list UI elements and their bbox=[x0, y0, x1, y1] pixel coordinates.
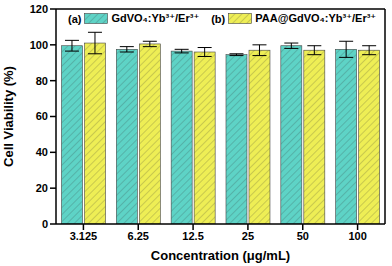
svg-text:Cell Viability (%): Cell Viability (%) bbox=[8, 66, 16, 167]
svg-text:25: 25 bbox=[242, 230, 254, 242]
svg-text:120: 120 bbox=[30, 3, 48, 15]
svg-text:60: 60 bbox=[36, 110, 48, 122]
html-text:PAA@GdVO₄:Yb³⁺/Er³⁺: PAA@GdVO₄:Yb³⁺/Er³⁺ bbox=[255, 12, 377, 24]
svg-text:6.25: 6.25 bbox=[128, 230, 149, 242]
svg-text:40: 40 bbox=[36, 146, 48, 158]
svg-text:12.5: 12.5 bbox=[182, 230, 203, 242]
svg-text:Concentration (μg/mL): Concentration (μg/mL) bbox=[151, 248, 290, 263]
svg-text:80: 80 bbox=[36, 75, 48, 87]
html-text:GdVO₄:Yb³⁺/Er³⁺: GdVO₄:Yb³⁺/Er³⁺ bbox=[111, 12, 200, 24]
svg-text:20: 20 bbox=[36, 182, 48, 194]
html-text:(a): (a) bbox=[68, 12, 82, 25]
svg-text:0: 0 bbox=[42, 218, 48, 230]
svg-text:100: 100 bbox=[30, 39, 48, 51]
svg-text:100: 100 bbox=[348, 230, 366, 242]
svg-text:3.125: 3.125 bbox=[70, 230, 98, 242]
html-text:(b): (b) bbox=[211, 12, 226, 25]
svg-text:50: 50 bbox=[297, 230, 309, 242]
